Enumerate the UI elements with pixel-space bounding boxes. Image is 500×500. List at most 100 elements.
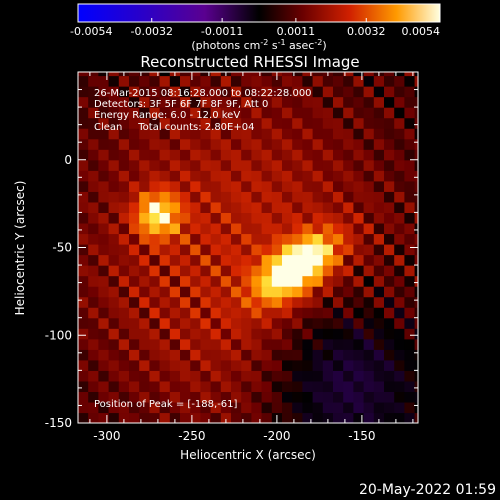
heatmap-cell bbox=[353, 370, 365, 382]
heatmap-cell bbox=[169, 296, 181, 308]
heatmap-cell bbox=[169, 265, 181, 277]
heatmap-cell bbox=[292, 370, 303, 382]
heatmap-cell bbox=[271, 380, 283, 393]
heatmap-cell bbox=[302, 170, 314, 182]
heatmap-cell bbox=[312, 72, 324, 77]
heatmap-cell bbox=[88, 86, 99, 98]
heatmap-cell bbox=[169, 317, 181, 329]
heatmap-cell bbox=[343, 370, 354, 382]
heatmap-cell bbox=[139, 191, 150, 203]
heatmap-cell bbox=[353, 338, 365, 350]
heatmap-cell bbox=[118, 75, 130, 87]
heatmap-cell bbox=[169, 117, 181, 129]
heatmap-cell bbox=[231, 222, 242, 235]
heatmap-cell bbox=[353, 96, 365, 108]
heatmap-cell bbox=[261, 370, 273, 382]
heatmap-cell bbox=[343, 96, 354, 108]
heatmap-cell bbox=[159, 317, 171, 329]
heatmap-cell bbox=[251, 349, 263, 361]
heatmap-cell bbox=[220, 128, 232, 140]
heatmap-cell bbox=[282, 138, 293, 150]
y-tick-label: -50 bbox=[52, 241, 72, 255]
heatmap-cell bbox=[282, 286, 293, 298]
heatmap-cell bbox=[384, 254, 395, 266]
heatmap-cell bbox=[149, 286, 161, 298]
heatmap-cell bbox=[169, 75, 181, 87]
heatmap-cell bbox=[169, 149, 181, 161]
heatmap-cell bbox=[384, 128, 395, 140]
heatmap-cell bbox=[241, 201, 252, 213]
heatmap-cell bbox=[404, 286, 416, 298]
heatmap-cell bbox=[333, 254, 344, 266]
heatmap-cell bbox=[312, 380, 324, 393]
heatmap-cell bbox=[220, 286, 232, 298]
heatmap-cell bbox=[333, 338, 344, 350]
heatmap-cell bbox=[169, 107, 181, 119]
heatmap-cell bbox=[231, 349, 242, 361]
heatmap-cell bbox=[394, 380, 405, 393]
heatmap-cell bbox=[220, 317, 232, 329]
heatmap-cell bbox=[373, 380, 385, 393]
heatmap-cell bbox=[210, 401, 222, 414]
heatmap-cell bbox=[231, 96, 242, 108]
heatmap-cell bbox=[384, 286, 395, 298]
heatmap-cell bbox=[159, 265, 171, 277]
heatmap-cell bbox=[88, 328, 99, 340]
heatmap-cell bbox=[333, 72, 344, 77]
heatmap-cell bbox=[159, 370, 171, 382]
heatmap-cell bbox=[373, 349, 385, 361]
heatmap-cell bbox=[373, 222, 385, 235]
heatmap-cell bbox=[271, 286, 283, 298]
heatmap-cell bbox=[292, 412, 303, 423]
heatmap-cell bbox=[363, 412, 375, 423]
heatmap-cell bbox=[108, 180, 120, 192]
heatmap-cell bbox=[149, 370, 161, 382]
heatmap-cell bbox=[139, 328, 150, 340]
heatmap-cell bbox=[271, 170, 283, 182]
heatmap-cell bbox=[129, 359, 140, 371]
heatmap-cell bbox=[373, 159, 385, 171]
heatmap-cell bbox=[139, 222, 150, 235]
heatmap-cell bbox=[414, 117, 418, 129]
heatmap-cell bbox=[210, 138, 222, 150]
heatmap-cell bbox=[271, 254, 283, 266]
heatmap-cell bbox=[322, 338, 334, 350]
heatmap-cell bbox=[414, 380, 418, 393]
heatmap-cell bbox=[78, 159, 89, 171]
heatmap-cell bbox=[180, 191, 191, 203]
heatmap-cell bbox=[139, 117, 150, 129]
heatmap-cell bbox=[88, 254, 99, 266]
heatmap-cell bbox=[414, 75, 418, 87]
heatmap-cell bbox=[373, 317, 385, 329]
heatmap-cell bbox=[394, 275, 405, 287]
heatmap-cell bbox=[302, 338, 314, 350]
heatmap-cell bbox=[139, 72, 150, 77]
heatmap-cell bbox=[363, 401, 375, 414]
heatmap-cell bbox=[220, 138, 232, 150]
heatmap-cell bbox=[271, 180, 283, 192]
heatmap-cell bbox=[169, 233, 181, 245]
heatmap-cell bbox=[108, 201, 120, 213]
annotation-block: 26-Mar-2015 08:16:28.000 to 08:22:28.000… bbox=[94, 88, 312, 133]
heatmap-cell bbox=[394, 159, 405, 171]
heatmap-cell bbox=[282, 159, 293, 171]
heatmap-cell bbox=[373, 191, 385, 203]
heatmap-cell bbox=[200, 307, 212, 319]
heatmap-cell bbox=[88, 349, 99, 361]
heatmap-cell bbox=[149, 338, 161, 350]
heatmap-cell bbox=[302, 254, 314, 266]
heatmap-cell bbox=[251, 296, 263, 308]
heatmap-cell bbox=[190, 380, 201, 393]
heatmap-cell bbox=[98, 128, 110, 140]
heatmap-cell bbox=[231, 380, 242, 393]
chart-title: Reconstructed RHESSI Image bbox=[140, 53, 359, 71]
heatmap-cell bbox=[231, 359, 242, 371]
heatmap-cell bbox=[322, 201, 334, 213]
heatmap-cell bbox=[180, 349, 191, 361]
heatmap-cell bbox=[159, 180, 171, 192]
heatmap-cell bbox=[353, 233, 365, 245]
heatmap-cell bbox=[373, 170, 385, 182]
heatmap-cell bbox=[414, 233, 418, 245]
heatmap-cell bbox=[302, 117, 314, 129]
heatmap-cell bbox=[139, 212, 150, 224]
